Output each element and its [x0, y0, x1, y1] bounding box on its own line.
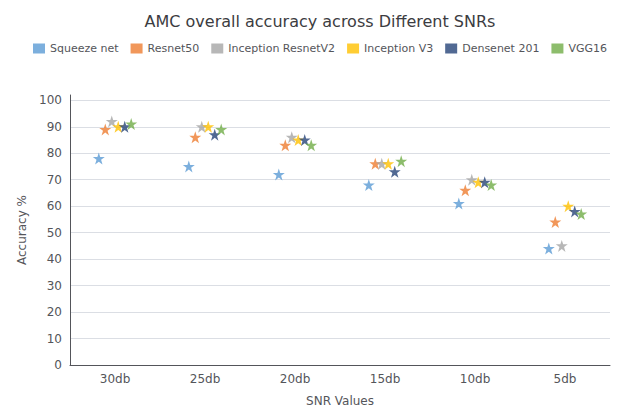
svg-text:30: 30	[47, 279, 62, 293]
svg-text:100: 100	[39, 93, 62, 107]
svg-text:70: 70	[47, 173, 62, 187]
svg-text:Accuracy %: Accuracy %	[15, 195, 29, 265]
svg-text:80: 80	[47, 146, 62, 160]
svg-text:10db: 10db	[460, 372, 491, 386]
svg-text:60: 60	[47, 199, 62, 213]
svg-text:Resnet50: Resnet50	[148, 42, 200, 55]
svg-text:15db: 15db	[370, 372, 401, 386]
svg-text:VGG16: VGG16	[568, 42, 607, 55]
svg-text:5db: 5db	[554, 372, 577, 386]
svg-text:20: 20	[47, 305, 62, 319]
svg-text:0: 0	[54, 358, 62, 372]
svg-text:Densenet 201: Densenet 201	[462, 42, 539, 55]
svg-text:10: 10	[47, 332, 62, 346]
svg-text:90: 90	[47, 120, 62, 134]
svg-text:Inception ResnetV2: Inception ResnetV2	[228, 42, 335, 55]
svg-text:50: 50	[47, 226, 62, 240]
svg-text:AMC overall accuracy across Di: AMC overall accuracy across Different SN…	[145, 12, 496, 31]
svg-text:30db: 30db	[100, 372, 131, 386]
svg-text:20db: 20db	[280, 372, 311, 386]
svg-text:SNR Values: SNR Values	[306, 394, 374, 408]
svg-text:Squeeze net: Squeeze net	[50, 42, 119, 55]
svg-text:Inception V3: Inception V3	[364, 42, 433, 55]
svg-text:40: 40	[47, 252, 62, 266]
svg-text:25db: 25db	[190, 372, 221, 386]
